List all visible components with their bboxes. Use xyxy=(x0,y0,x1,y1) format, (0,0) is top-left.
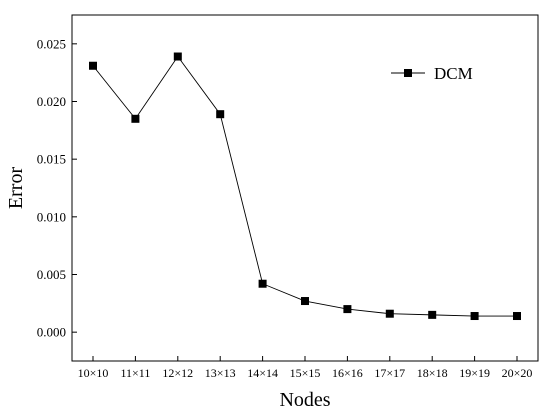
y-axis: 0.000 0.005 0.010 0.015 0.020 0.025 xyxy=(37,36,77,340)
data-point xyxy=(89,61,97,70)
x-tick-label: 11×11 xyxy=(120,366,150,380)
data-point xyxy=(301,297,309,306)
x-tick-label: 20×20 xyxy=(502,366,533,380)
x-tick-label: 19×19 xyxy=(459,366,490,380)
x-tick-label: 13×13 xyxy=(205,366,236,380)
x-tick-label: 12×12 xyxy=(162,366,193,380)
data-point xyxy=(385,309,394,318)
data-point xyxy=(343,305,352,314)
x-axis-title: Nodes xyxy=(279,389,330,411)
data-point xyxy=(216,110,225,119)
legend-marker xyxy=(404,69,412,77)
x-tick-label: 16×16 xyxy=(332,366,363,380)
data-point xyxy=(258,279,267,288)
y-tick-label: 0.020 xyxy=(37,94,66,109)
data-point xyxy=(513,312,521,321)
series-line-dcm xyxy=(92,55,517,317)
y-tick-label: 0.025 xyxy=(37,36,66,51)
x-tick-label: 14×14 xyxy=(247,366,278,380)
data-point xyxy=(470,312,479,321)
y-tick-label: 0.015 xyxy=(37,152,66,167)
y-tick-label: 0.010 xyxy=(37,209,66,224)
legend-label: DCM xyxy=(434,64,473,83)
series-points xyxy=(89,52,521,321)
data-point xyxy=(131,114,140,123)
y-axis-title: Error xyxy=(5,167,27,210)
data-point xyxy=(428,310,437,319)
x-tick-label: 15×15 xyxy=(290,366,321,380)
series-lines xyxy=(92,55,517,317)
legend: DCM xyxy=(391,64,473,83)
x-tick-label: 18×18 xyxy=(417,366,448,380)
data-point xyxy=(173,52,182,61)
x-tick-label: 17×17 xyxy=(374,366,405,380)
x-tick-label: 10×10 xyxy=(78,366,109,380)
x-axis: 10×10 11×11 12×12 13×13 14×14 15×15 16×16 17×17… xyxy=(78,356,533,380)
y-tick-label: 0.005 xyxy=(37,267,66,282)
y-tick-label: 0.000 xyxy=(37,325,66,340)
